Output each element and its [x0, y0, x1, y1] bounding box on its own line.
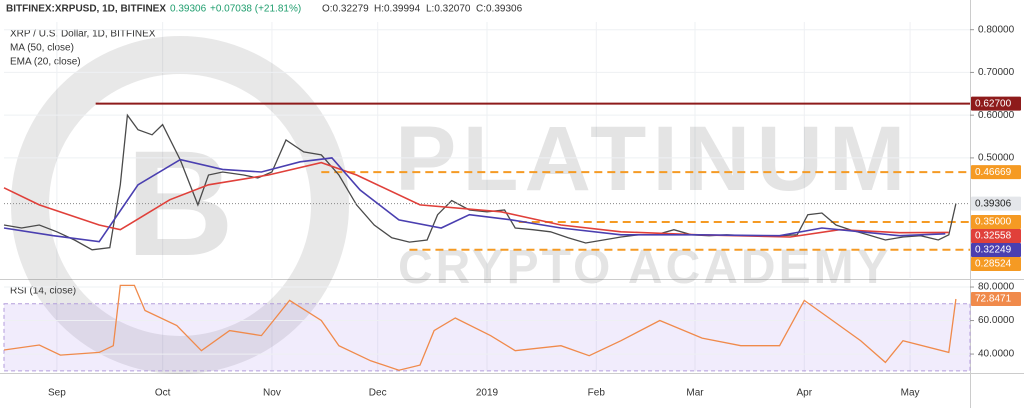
low: L:0.32070 — [426, 4, 471, 15]
symbol: BITFINEX:XRPUSD, 1D, BITFINEX — [6, 4, 166, 15]
price-tag: 0.32249 — [971, 243, 1021, 258]
x-tick-label: Sep — [48, 388, 66, 399]
x-tick-label: Feb — [588, 388, 606, 399]
price-tag-box — [971, 229, 1021, 244]
rsi-band — [3, 303, 971, 372]
price-tag-label: 0.32558 — [975, 231, 1012, 242]
price-tag-box — [971, 196, 1021, 211]
price-tag: 0.32558 — [971, 229, 1021, 244]
price-tag-label: 0.46669 — [975, 167, 1012, 178]
price-tag-label: 72.8471 — [975, 294, 1012, 305]
price-tag: 0.28524 — [971, 257, 1021, 272]
price-tag-box — [971, 165, 1021, 180]
watermark-logo — [11, 36, 349, 374]
price-tag-box — [971, 257, 1021, 272]
x-tick-label: Mar — [686, 388, 704, 399]
price-tag-label: 0.35000 — [975, 217, 1012, 228]
price-tag-box — [971, 243, 1021, 258]
price-tag-box — [971, 215, 1021, 230]
price-tag-label: 0.62700 — [975, 98, 1012, 109]
x-tick-label: 2019 — [476, 388, 499, 399]
watermark-title: PLATINUM — [395, 108, 911, 210]
x-tick-label: Dec — [369, 388, 387, 399]
last-price: 0.39306 — [170, 4, 207, 15]
legend-rsi: RSI (14, close) — [10, 286, 76, 297]
series-line — [3, 113, 957, 251]
close: C:0.39306 — [476, 4, 523, 15]
x-tick-label: May — [901, 388, 920, 399]
price-tag: 0.62700 — [971, 96, 1021, 111]
y-tick-label: 0.80000 — [978, 24, 1015, 35]
change: +0.07038 (+21.81%) — [210, 4, 301, 15]
y-tick-label: 0.60000 — [978, 110, 1015, 121]
price-tag-box — [971, 96, 1021, 111]
series-line — [3, 161, 949, 238]
price-tag: 0.46669 — [971, 165, 1021, 180]
price-tag-label: 0.32249 — [975, 245, 1012, 256]
x-tick-label: Oct — [155, 388, 171, 399]
high: H:0.39994 — [374, 4, 421, 15]
series-line — [3, 284, 957, 371]
header: BITFINEX:XRPUSD, 1D, BITFINEX 0.39306 +0… — [6, 4, 523, 297]
x-tick-label: Nov — [263, 388, 281, 399]
legend-ema: EMA (20, close) — [10, 57, 81, 68]
price-tag-box — [971, 292, 1021, 307]
y-tick-label: 0.70000 — [978, 67, 1015, 78]
series-line — [3, 157, 946, 243]
open: O:0.32279 — [322, 4, 369, 15]
legend-title: XRP / U.S. Dollar, 1D, BITFINEX — [10, 29, 156, 40]
price-tag: 0.35000 — [971, 215, 1021, 230]
y-tick-label: 60.0000 — [978, 315, 1015, 326]
price-tag: 0.39306 — [971, 196, 1021, 211]
x-tick-label: Apr — [797, 388, 813, 399]
price-tag: 72.8471 — [971, 292, 1021, 307]
y-tick-label: 40.0000 — [978, 349, 1015, 360]
watermark: B PLATINUM CRYPTO ACADEMY — [11, 36, 911, 374]
y-tick-label: 0.50000 — [978, 153, 1015, 164]
watermark-logo-letter: B — [126, 119, 234, 287]
price-tag-label: 0.39306 — [975, 198, 1012, 209]
legend-ma: MA (50, close) — [10, 43, 74, 54]
y-tick-label: 80.0000 — [978, 282, 1015, 293]
price-tag-label: 0.28524 — [975, 259, 1012, 270]
